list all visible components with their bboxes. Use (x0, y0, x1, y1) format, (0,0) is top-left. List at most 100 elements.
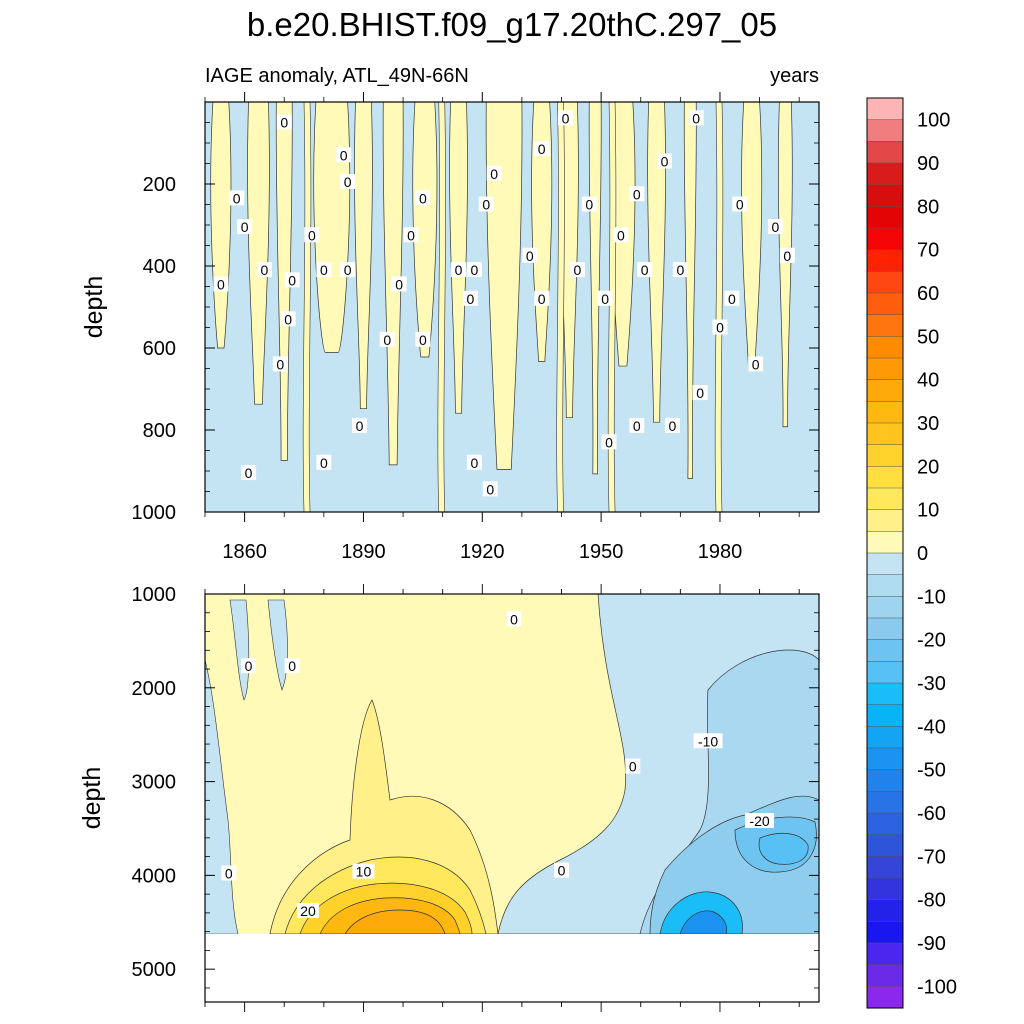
upper-contour-label: 0 (455, 262, 463, 278)
upper-contour-label-bg (237, 219, 253, 235)
colorbar-box (866, 292, 904, 316)
upper-contour-label: 0 (696, 385, 704, 401)
upper-contour-label-bg (391, 276, 407, 292)
lower-frame (204, 593, 820, 1003)
colorbar-label: 60 (917, 283, 939, 305)
colorbar-box (866, 227, 904, 251)
upper-contour-label: 0 (344, 262, 352, 278)
upper-contour-label: 0 (669, 418, 677, 434)
upper-contour-label: 0 (233, 190, 241, 206)
lower-contour-label-bg (241, 658, 257, 674)
upper-contour-label-bg (272, 356, 288, 372)
upper-contour-label: 0 (617, 227, 625, 243)
upper-contour-label: 0 (407, 227, 415, 243)
upper-contour-label-bg (336, 147, 352, 163)
colorbar-box (866, 574, 904, 597)
positive-anomaly-filament (556, 102, 565, 512)
colorbar-box (866, 336, 904, 359)
x-tick-label: 1890 (341, 541, 386, 563)
upper-y-tick-label: 600 (143, 338, 176, 360)
upper-contour-label: 0 (601, 291, 609, 307)
x-tick-label: 1980 (698, 541, 743, 563)
colorbar-box (866, 466, 904, 489)
colorbar-box (866, 747, 904, 771)
upper-contour-label: 0 (288, 272, 296, 288)
colorbar-box (866, 444, 904, 467)
subtitle-left: IAGE anomaly, ATL_49N-66N (205, 65, 469, 87)
upper-contour-label-bg (379, 331, 395, 347)
upper-contour-label: 0 (344, 174, 352, 190)
lower-missing-data (205, 934, 819, 1002)
lower-y-tick-label: 5000 (132, 959, 177, 981)
lower-contour-label: -20 (749, 813, 769, 829)
upper-contour-label-bg (241, 465, 257, 481)
upper-contour-label: 0 (356, 418, 364, 434)
colorbar-label: -90 (917, 933, 946, 955)
upper-contour-label-bg (316, 454, 332, 470)
upper-contour-label: 0 (482, 197, 490, 213)
upper-contour-label-bg (688, 110, 704, 126)
upper-contour-label: 0 (320, 455, 328, 471)
upper-contour-label-bg (637, 262, 653, 278)
lower-y-tick-label: 2000 (132, 678, 177, 700)
upper-y-axis-label: depth (80, 276, 108, 339)
upper-contour-label: 0 (470, 262, 478, 278)
lower-contour-label: 0 (288, 658, 296, 674)
colorbar-box (866, 986, 904, 1009)
colorbar-label: -40 (917, 716, 946, 738)
colorbar-label: 100 (917, 110, 950, 132)
upper-contour-label-bg (213, 276, 229, 292)
upper-contour-label: 0 (526, 248, 534, 264)
colorbar-label: -30 (917, 673, 946, 695)
upper-contour-label-bg (462, 290, 478, 306)
colorbar-box (866, 162, 904, 186)
upper-contour-label: 0 (661, 153, 669, 169)
lower-contour-label-bg (506, 611, 522, 627)
upper-contour-label-bg (569, 262, 585, 278)
upper-contour-label: 0 (470, 455, 478, 471)
colorbar-box (866, 942, 904, 966)
upper-contour-label: 0 (538, 291, 546, 307)
x-tick-label: 1950 (579, 541, 624, 563)
upper-contour-label-bg (712, 319, 728, 335)
colorbar-box (866, 596, 904, 619)
colorbar-box (866, 726, 904, 749)
colorbar-box (866, 509, 904, 532)
colorbar-label: 10 (917, 500, 939, 522)
colorbar-box (866, 401, 904, 424)
upper-contour-label: 0 (752, 356, 760, 372)
positive-anomaly-band (683, 102, 697, 479)
positive-anomaly-band (449, 102, 468, 414)
colorbar-label: 70 (917, 240, 939, 262)
lower-contour-label-bg (625, 758, 641, 774)
upper-contour-label: 0 (728, 291, 736, 307)
upper-contour-label: 0 (772, 219, 780, 235)
upper-contour-label: 0 (736, 197, 744, 213)
upper-contour-label: 0 (538, 141, 546, 157)
upper-contour-label-bg (466, 454, 482, 470)
upper-contour-label-bg (466, 262, 482, 278)
upper-contour-label-bg (482, 481, 498, 497)
positive-anomaly-band (313, 102, 351, 353)
colorbar-box (866, 877, 904, 901)
positive-anomaly-band (647, 102, 666, 423)
upper-contour-label: 0 (284, 311, 292, 327)
lower-negative-region-deeper (679, 910, 728, 934)
lower-contour-label-bg (284, 658, 300, 674)
upper-contour-label: 0 (419, 332, 427, 348)
colorbar-box (866, 704, 904, 727)
upper-contour-label-bg (534, 141, 550, 157)
upper-y-tick-label: 1000 (132, 502, 177, 524)
lower-y-tick-label: 1000 (132, 584, 177, 606)
colorbar-label: -100 (917, 976, 957, 998)
upper-contour-label: 0 (308, 227, 316, 243)
colorbar-box (866, 141, 904, 164)
lower-contour-label-bg (352, 863, 375, 879)
upper-contour-label: 0 (241, 219, 249, 235)
colorbar-label: 0 (917, 543, 928, 565)
lower-y-axis-label: depth (78, 767, 106, 830)
upper-contour-label: 0 (676, 262, 684, 278)
positive-anomaly-band (354, 102, 373, 410)
colorbar-box (866, 531, 904, 554)
upper-contour-label-bg (522, 247, 538, 263)
